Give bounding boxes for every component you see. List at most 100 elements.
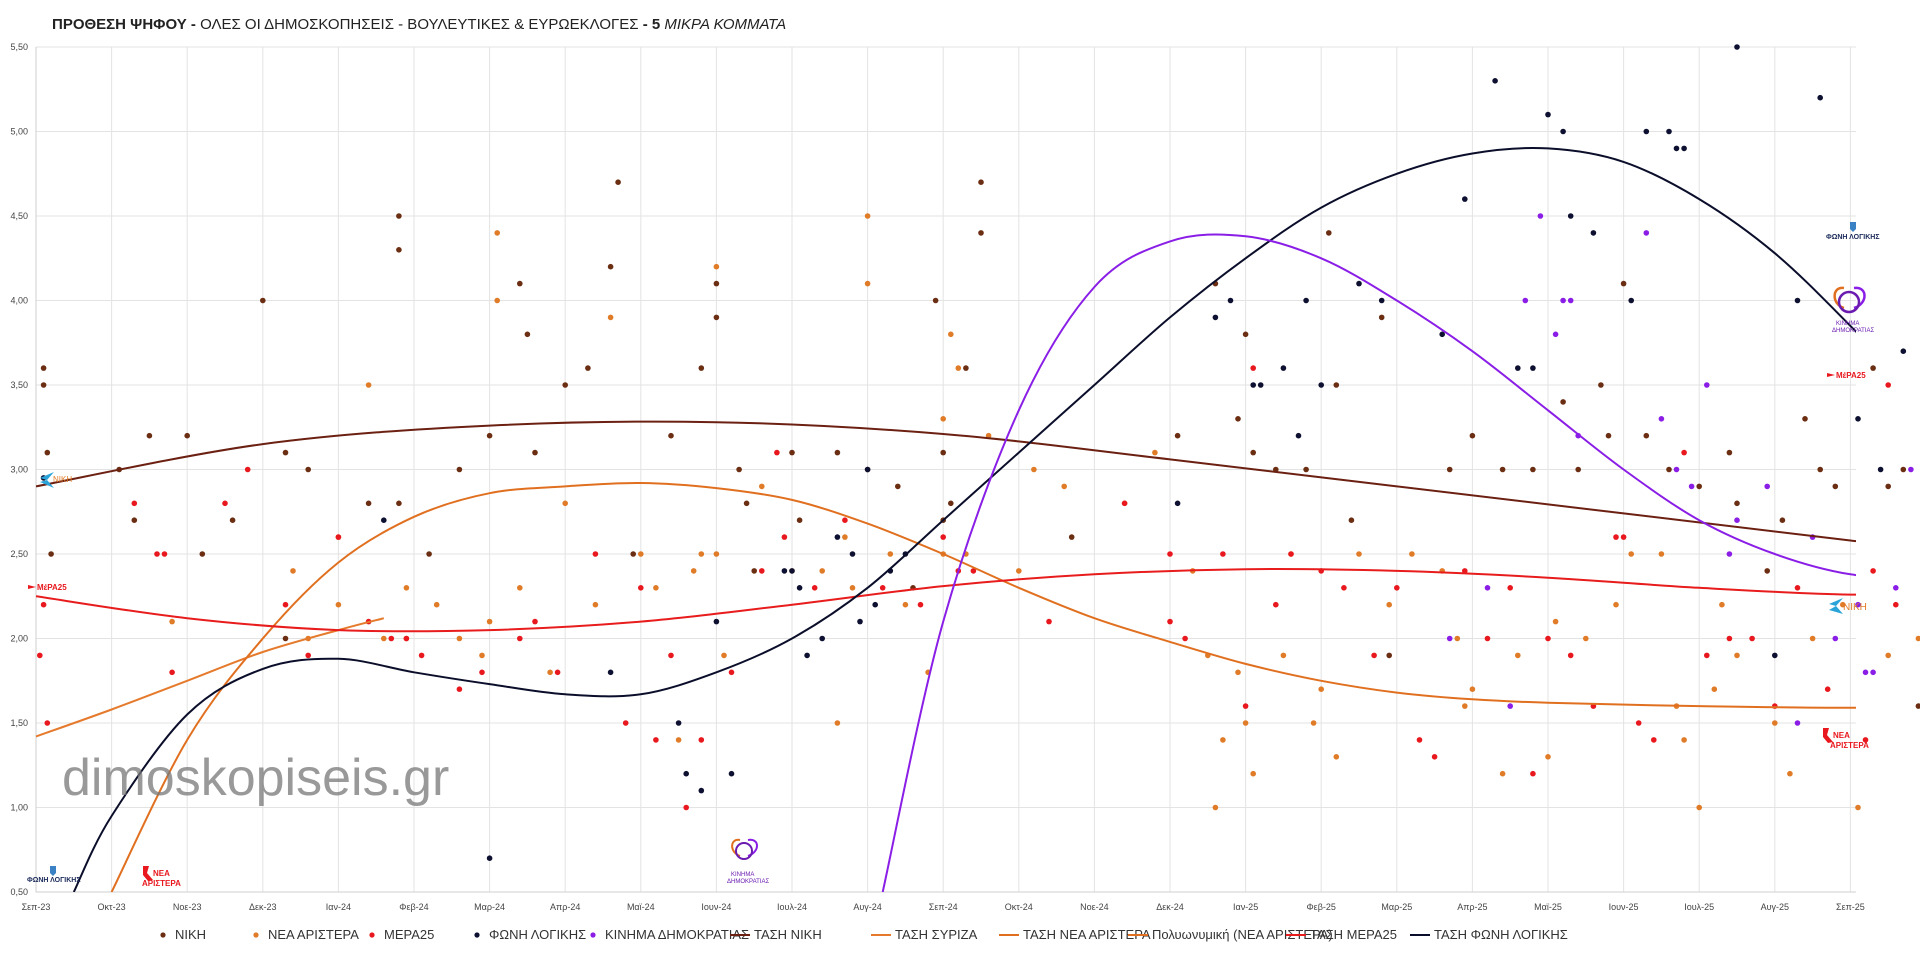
niki-logo-right: ΝΙΚΗ — [1829, 598, 1867, 614]
data-point — [456, 635, 463, 642]
legend-label: ΜΕΡΑ25 — [384, 927, 434, 942]
title-sep2: - — [638, 16, 652, 33]
x-tick-label: Δεκ-24 — [1156, 902, 1184, 912]
data-point — [40, 365, 47, 371]
data-point — [1870, 365, 1876, 371]
data-point — [698, 551, 705, 557]
nea-aristera-logo-text-right-1: ΝΕΑ — [1833, 731, 1850, 740]
data-point — [728, 770, 735, 777]
data-point — [1590, 230, 1597, 236]
data-point — [396, 213, 402, 219]
data-point — [37, 652, 43, 659]
data-point — [554, 669, 561, 676]
data-point — [1295, 432, 1302, 439]
data-point — [335, 601, 342, 608]
data-point — [1734, 652, 1740, 659]
trend-line — [881, 233, 1856, 892]
x-tick-label: Μαρ-24 — [474, 902, 505, 912]
data-point — [1462, 196, 1468, 202]
x-tick-label: Ιουλ-24 — [777, 902, 807, 912]
mera25-logo-text-right: ΜέΡΑ25 — [1836, 371, 1866, 380]
data-point — [169, 669, 175, 676]
legend-marker — [160, 932, 166, 938]
data-point — [1628, 551, 1634, 557]
data-point — [146, 432, 153, 439]
data-point — [1719, 601, 1725, 608]
x-tick-label: Φεβ-25 — [1307, 902, 1336, 912]
data-point — [562, 500, 568, 507]
title-part3: 5 — [651, 16, 661, 33]
data-point — [1530, 365, 1536, 371]
data-point — [940, 449, 946, 456]
data-point — [1416, 737, 1423, 743]
foni-logo-text-right: ΦΩΝΗ ΛΟΓΙΚΗΣ — [1826, 234, 1880, 241]
data-point — [388, 635, 395, 642]
data-point — [1620, 280, 1627, 287]
data-point — [948, 500, 954, 507]
data-point — [948, 331, 954, 338]
data-point — [1182, 635, 1188, 642]
data-point — [592, 551, 599, 557]
data-point — [1824, 686, 1831, 692]
x-tick-label: Δεκ-23 — [249, 902, 277, 912]
data-point — [169, 618, 175, 625]
data-point — [517, 280, 523, 287]
x-tick-label: Ιαν-24 — [326, 902, 351, 912]
data-point — [1681, 737, 1687, 743]
x-tick-label: Οκτ-23 — [98, 902, 126, 912]
data-point — [1250, 770, 1256, 777]
data-point — [1567, 652, 1574, 659]
data-point — [1499, 466, 1506, 473]
data-point — [1915, 703, 1920, 709]
data-point — [1908, 466, 1914, 473]
data-point — [1250, 382, 1256, 388]
data-point — [1288, 551, 1294, 557]
data-point — [1242, 331, 1249, 338]
data-point — [1220, 737, 1226, 743]
legend: ΝΙΚΗ ΝΕΑ ΑΡΙΣΤΕΡΑ ΜΕΡΑ25 ΦΩΝΗ ΛΟΓΙΚΗΣ ΚΙΝΗΜΑ… — [160, 927, 1568, 942]
x-tick-label: Αυγ-25 — [1761, 902, 1789, 912]
mera25-arrow-icon-right — [1827, 373, 1835, 377]
data-point — [40, 382, 47, 388]
data-point — [1552, 331, 1559, 338]
y-tick-label: 4,00 — [10, 296, 28, 306]
x-tick-label: Σεπ-24 — [929, 902, 958, 912]
data-point — [1567, 213, 1574, 219]
trend-line — [36, 568, 1856, 633]
data-point — [1726, 449, 1733, 456]
data-point — [1484, 585, 1491, 591]
data-point — [1371, 652, 1377, 659]
data-point — [653, 585, 659, 591]
data-point — [1772, 652, 1778, 659]
data-point — [751, 568, 757, 574]
data-point — [864, 466, 871, 473]
data-point — [781, 568, 788, 574]
data-point — [811, 585, 818, 591]
data-point — [759, 483, 765, 490]
x-tick-label: Φεβ-24 — [399, 902, 428, 912]
data-point — [796, 517, 803, 523]
data-point — [532, 449, 538, 456]
data-point — [494, 297, 501, 304]
data-point — [403, 635, 410, 642]
data-point — [842, 534, 848, 540]
data-point — [532, 618, 538, 625]
legend-label: ΤΑΣΗ ΣΥΡΙΖΑ — [895, 927, 978, 942]
data-point — [1242, 703, 1249, 709]
data-point — [396, 500, 402, 507]
data-point — [1862, 737, 1869, 743]
x-tick-label: Ιουλ-25 — [1684, 902, 1714, 912]
data-point — [1870, 568, 1876, 574]
title-part1: ΠΡΟΘΕΣΗ ΨΗΦΟΥ — [52, 16, 187, 33]
data-point — [1734, 500, 1740, 507]
legend-label: ΤΑΣΗ ΝΙΚΗ — [754, 927, 822, 942]
data-point — [1386, 652, 1392, 659]
data-point — [607, 669, 614, 676]
data-point — [1235, 416, 1241, 422]
x-tick-label: Νοε-23 — [173, 902, 202, 912]
data-point — [1832, 483, 1839, 490]
data-point — [1341, 585, 1347, 591]
data-point — [955, 365, 962, 371]
data-point — [713, 618, 720, 625]
data-point — [675, 720, 682, 726]
